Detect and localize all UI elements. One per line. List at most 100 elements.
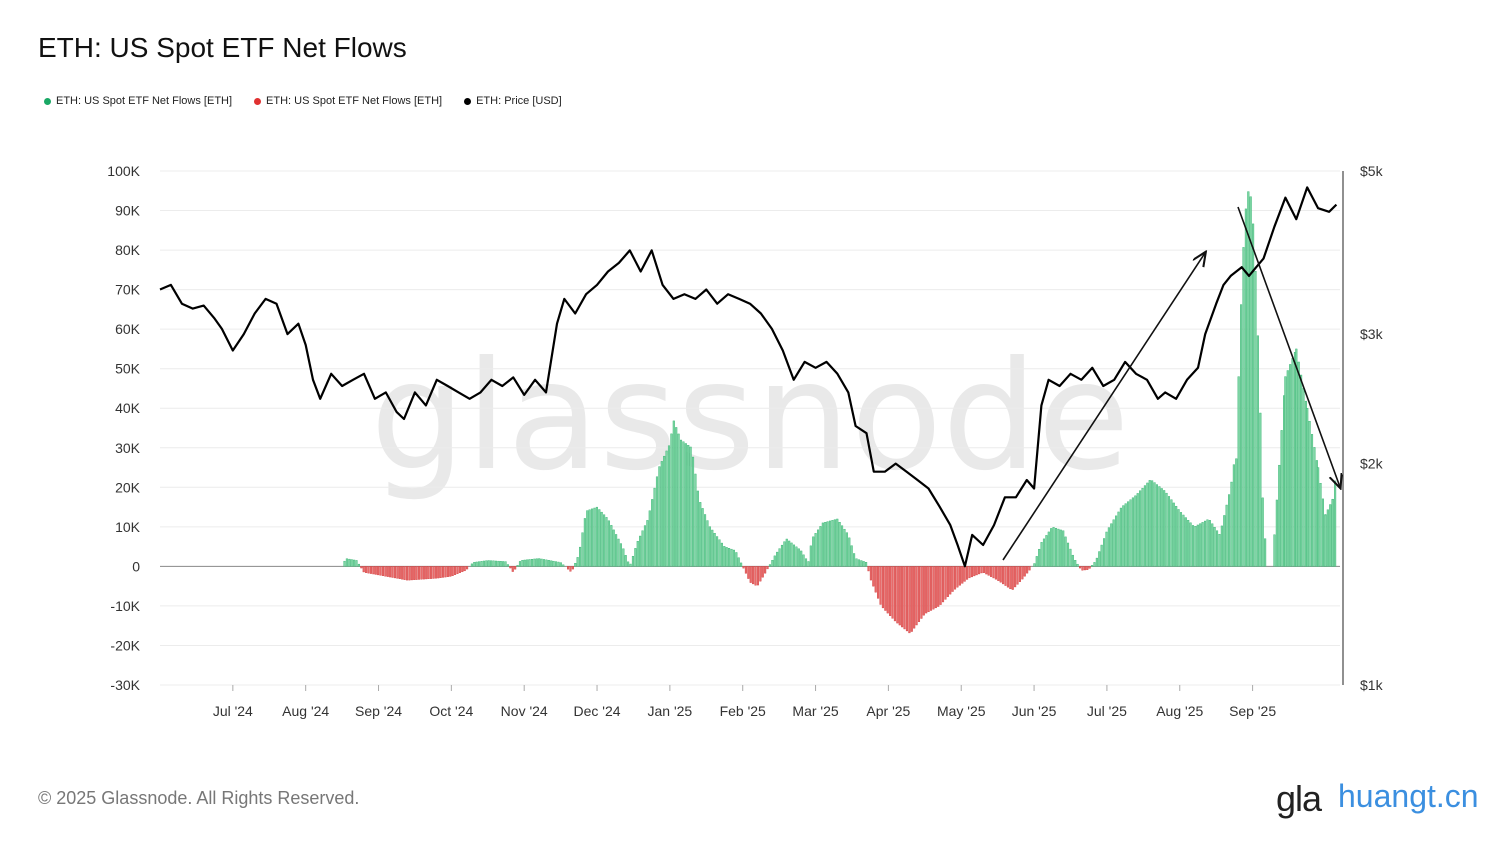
flow-bar — [569, 566, 572, 572]
flow-bar — [819, 526, 822, 567]
y-left-tick-label: 20K — [115, 479, 141, 495]
flow-bar — [1066, 542, 1070, 567]
flow-bar — [1302, 387, 1305, 567]
flow-bar — [528, 559, 531, 567]
flow-bar — [1275, 499, 1278, 567]
flow-bar — [1172, 502, 1175, 567]
y-left-tick-label: 70K — [115, 282, 141, 298]
flow-bar — [756, 566, 759, 586]
flow-bar — [480, 561, 483, 567]
flow-bar — [624, 555, 627, 567]
flow-bar — [1002, 566, 1005, 585]
flow-bar — [574, 563, 577, 567]
flow-bar — [379, 566, 382, 576]
flow-bar — [643, 525, 647, 567]
x-tick-label: Jul '24 — [213, 703, 253, 719]
flow-bar — [1324, 514, 1327, 567]
flow-bar — [523, 559, 526, 567]
flow-bar — [766, 566, 769, 570]
flow-bar — [1273, 534, 1276, 567]
flow-bar — [850, 545, 853, 567]
flow-bar — [1141, 487, 1144, 567]
flow-bar — [1131, 497, 1134, 567]
flow-bar — [1021, 566, 1024, 580]
y-left-tick-label: 50K — [115, 361, 141, 377]
flow-bar — [591, 508, 594, 567]
flow-bar — [735, 552, 738, 567]
flow-bar — [865, 562, 868, 567]
flow-bar — [711, 529, 714, 567]
flow-bar — [1319, 482, 1322, 567]
flow-bar — [1103, 538, 1106, 567]
legend-item-price[interactable]: ETH: Price [USD] — [464, 95, 562, 107]
y-left-tick-label: -20K — [110, 637, 140, 653]
flow-bar — [422, 566, 425, 580]
flow-bar — [994, 566, 997, 580]
flow-bar — [946, 566, 949, 597]
flow-bar — [345, 558, 348, 567]
flow-bar — [1264, 538, 1267, 567]
flow-bar — [648, 510, 651, 567]
flow-bar — [1220, 525, 1223, 567]
flow-bar — [408, 566, 411, 581]
flow-bar — [1163, 490, 1166, 567]
flow-bar — [634, 548, 637, 567]
flow-bar — [1033, 563, 1036, 567]
flow-bar — [362, 566, 365, 573]
flow-bar — [1201, 522, 1204, 567]
flow-bar — [1252, 223, 1255, 567]
legend-label-inflows: ETH: US Spot ETF Net Flows [ETH] — [56, 95, 233, 107]
flow-bar — [737, 557, 740, 567]
flow-bar — [499, 561, 502, 567]
flow-bar — [1232, 464, 1235, 567]
watermark-text: glassnode — [370, 330, 1129, 504]
flow-bar — [968, 566, 971, 579]
x-tick-label: Jul '25 — [1087, 703, 1127, 719]
flow-bar — [1009, 566, 1012, 590]
flow-bar — [833, 519, 836, 567]
flow-bar — [434, 566, 437, 579]
flow-bar — [785, 538, 788, 567]
flow-bar — [372, 566, 375, 575]
flow-bar — [973, 566, 976, 577]
x-tick-label: Oct '24 — [429, 703, 473, 719]
flow-bar — [941, 566, 945, 603]
y-left-tick-label: 40K — [115, 400, 141, 416]
flow-bar — [1216, 530, 1219, 567]
x-tick-label: May '25 — [937, 703, 986, 719]
flow-bar — [874, 566, 877, 593]
chart-title: ETH: US Spot ETF Net Flows — [38, 32, 407, 63]
y-left-tick-label: 80K — [115, 242, 141, 258]
flow-bar — [860, 560, 863, 567]
flow-bar — [619, 543, 622, 567]
legend-item-outflows[interactable]: ETH: US Spot ETF Net Flows [ETH] — [254, 95, 442, 107]
flow-bar — [725, 547, 728, 567]
flow-bar — [581, 532, 584, 567]
flow-bar — [963, 566, 966, 582]
legend-item-inflows[interactable]: ETH: US Spot ETF Net Flows [ETH] — [44, 95, 232, 107]
flow-bar — [550, 560, 553, 567]
flow-bar — [1148, 480, 1151, 567]
legend-dot-inflows — [44, 97, 51, 105]
flow-bar — [927, 566, 930, 612]
y-right-tick-label: $5k — [1360, 163, 1384, 179]
flow-bar — [1026, 566, 1029, 574]
flow-bar — [773, 555, 776, 567]
flow-bar — [985, 566, 988, 575]
flow-bar — [672, 420, 675, 567]
flow-bar — [1004, 566, 1007, 586]
flow-bar — [665, 450, 668, 567]
flow-bar — [617, 538, 620, 567]
y-left-tick-label: 0 — [132, 558, 140, 574]
flow-bar — [723, 546, 726, 567]
flow-bar — [956, 566, 959, 588]
flow-bar — [658, 466, 661, 567]
flow-bar — [718, 539, 721, 567]
flow-bar — [838, 522, 841, 567]
flow-bar — [1175, 505, 1178, 567]
flow-bar — [576, 557, 579, 567]
y-left-tick-label: -10K — [110, 598, 140, 614]
flow-bar — [752, 566, 755, 585]
flow-bar — [795, 546, 798, 567]
